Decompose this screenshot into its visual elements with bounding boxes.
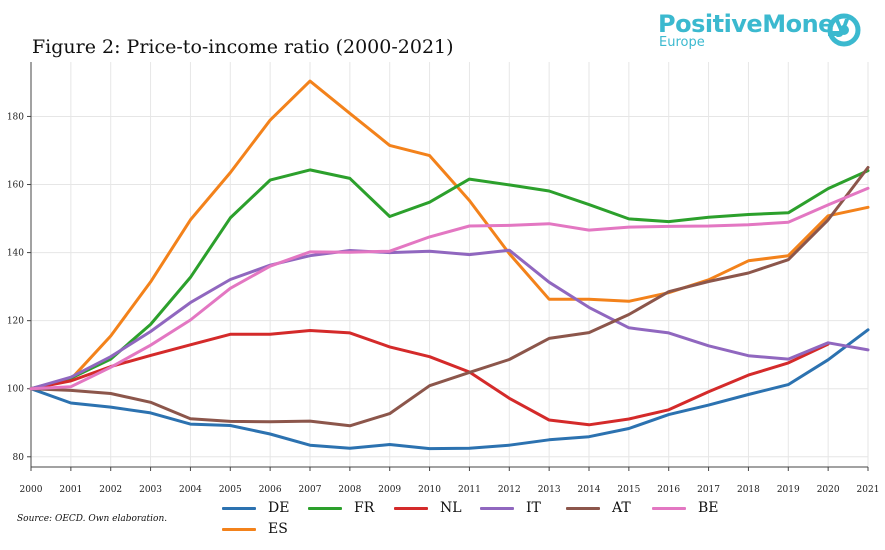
- legend-label: FR: [354, 500, 375, 516]
- legend-label: AT: [612, 500, 631, 516]
- x-tick-label: 2003: [139, 485, 162, 495]
- figure-title: Figure 2: Price-to-income ratio (2000-20…: [32, 36, 454, 58]
- x-tick-label: 2004: [179, 485, 202, 495]
- legend-item-nl: NL: [394, 498, 462, 518]
- legend-swatch: [222, 527, 256, 531]
- legend-item-es: ES: [222, 519, 288, 539]
- x-tick-label: 2009: [378, 485, 401, 495]
- x-tick-label: 2005: [219, 485, 242, 495]
- legend-item-be: BE: [652, 498, 719, 518]
- legend-label: IT: [526, 500, 541, 516]
- y-tick-label: 80: [13, 453, 25, 463]
- logo-subtitle: Europe: [659, 35, 705, 50]
- x-tick-label: 2002: [99, 485, 122, 495]
- series-line-it: [29, 248, 870, 391]
- x-tick-label: 2016: [657, 485, 680, 495]
- logo-circle-icon: [827, 13, 861, 47]
- legend-swatch: [480, 506, 514, 510]
- y-tick-label: 160: [7, 181, 24, 191]
- legend-label: ES: [268, 521, 288, 537]
- y-tick-label: 180: [7, 112, 24, 122]
- x-tick-label: 2001: [59, 485, 82, 495]
- legend-item-at: AT: [566, 498, 631, 518]
- x-tick-label: 2011: [458, 485, 481, 495]
- x-tick-label: 2012: [498, 485, 521, 495]
- y-tick-label: 100: [7, 385, 24, 395]
- x-tick-label: 2000: [20, 485, 43, 495]
- legend-item-de: DE: [222, 498, 289, 518]
- series-line-be: [29, 186, 870, 391]
- series-line-at: [29, 166, 870, 428]
- legend-label: NL: [440, 500, 462, 516]
- legend-swatch: [222, 506, 256, 510]
- legend-swatch: [308, 506, 342, 510]
- logo-wordmark: PositiveMoney: [658, 10, 850, 38]
- x-tick-label: 2020: [817, 485, 840, 495]
- x-tick-label: 2006: [259, 485, 282, 495]
- legend-swatch: [652, 506, 686, 510]
- x-tick-label: 2014: [578, 485, 601, 495]
- legend-swatch: [566, 506, 600, 510]
- series-line-de: [29, 328, 870, 451]
- x-tick-label: 2010: [418, 485, 441, 495]
- legend-label: BE: [698, 500, 719, 516]
- y-tick-label: 120: [7, 317, 24, 327]
- x-tick-label: 2021: [857, 485, 880, 495]
- x-tick-label: 2008: [338, 485, 361, 495]
- series-line-es: [29, 79, 870, 391]
- positive-money-logo: PositiveMoney Europe: [658, 10, 868, 54]
- legend-swatch: [394, 506, 428, 510]
- source-note: Source: OECD. Own elaboration.: [17, 514, 168, 524]
- x-tick-label: 2019: [777, 485, 800, 495]
- x-tick-label: 2013: [538, 485, 561, 495]
- legend-item-fr: FR: [308, 498, 374, 518]
- x-tick-label: 2007: [299, 485, 322, 495]
- legend-item-it: IT: [480, 498, 541, 518]
- y-tick-label: 140: [7, 249, 24, 259]
- series-line-nl: [29, 329, 830, 427]
- x-tick-label: 2017: [697, 485, 720, 495]
- x-tick-label: 2015: [617, 485, 640, 495]
- x-tick-label: 2018: [737, 485, 760, 495]
- legend-label: DE: [268, 500, 290, 516]
- chart-legend: DE FR NL IT AT BE ES: [222, 498, 782, 542]
- series-line-fr: [29, 168, 870, 391]
